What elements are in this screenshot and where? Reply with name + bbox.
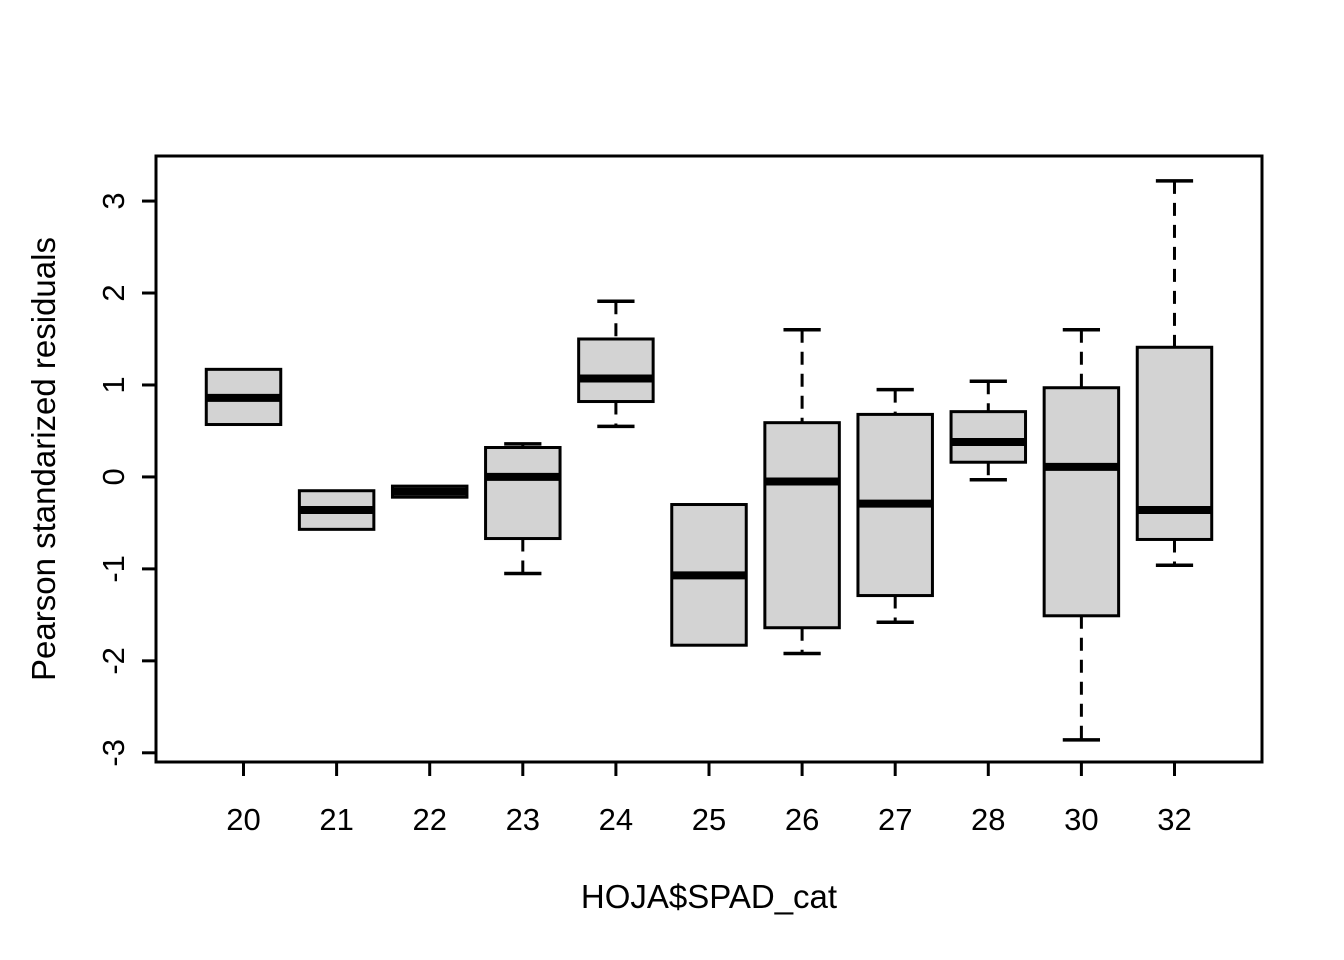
x-tick-label-30: 30	[1064, 802, 1098, 837]
y-tick-label--1: -1	[96, 555, 131, 583]
x-tick-label-26: 26	[785, 802, 819, 837]
x-tick-label-23: 23	[506, 802, 540, 837]
x-axis-title: HOJA$SPAD_cat	[581, 878, 837, 915]
y-tick-label-2: 2	[96, 284, 131, 301]
x-tick-label-25: 25	[692, 802, 726, 837]
x-tick-label-28: 28	[971, 802, 1005, 837]
y-tick-label-1: 1	[96, 376, 131, 393]
x-tick-label-22: 22	[412, 802, 446, 837]
box-30	[1042, 386, 1121, 618]
y-tick-label-3: 3	[96, 192, 131, 209]
x-tick-label-27: 27	[878, 802, 912, 837]
box-24	[577, 337, 655, 404]
box-28	[949, 410, 1028, 464]
box-23	[484, 446, 562, 541]
y-tick-label--2: -2	[96, 647, 131, 675]
x-tick-label-32: 32	[1157, 802, 1191, 837]
x-tick-label-24: 24	[599, 802, 633, 837]
y-tick-label--3: -3	[96, 739, 131, 767]
x-tick-label-20: 20	[226, 802, 260, 837]
box-26	[763, 421, 841, 630]
y-axis-title: Pearson standarized residuals	[25, 237, 62, 681]
y-tick-label-0: 0	[96, 468, 131, 485]
x-tick-label-21: 21	[319, 802, 353, 837]
